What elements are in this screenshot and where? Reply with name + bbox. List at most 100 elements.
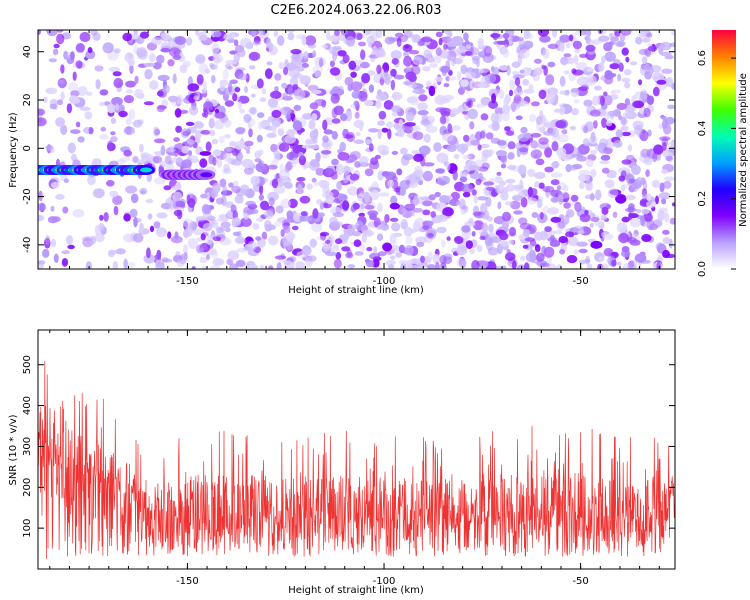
spectrogram-cell: [577, 230, 585, 235]
spectrogram-cell: [187, 237, 198, 249]
spectrogram-cell: [222, 185, 228, 196]
y-tick-label: 400: [22, 396, 33, 415]
spectrogram-cell: [274, 86, 279, 92]
spectrogram-cell: [659, 41, 672, 51]
spectrogram-cell: [398, 260, 410, 265]
spectrogram-cell: [227, 250, 240, 261]
spectrogram-cell: [453, 153, 460, 160]
spectrogram-cell: [664, 176, 675, 182]
spectrogram-cell: [200, 130, 211, 135]
spectrogram-cell: [38, 117, 47, 127]
spectrogram-cell: [70, 90, 80, 97]
spectrogram-cell: [612, 211, 618, 218]
spectrogram-cell: [58, 79, 64, 85]
spectrogram-cell: [211, 43, 220, 54]
spectrogram-cell: [248, 264, 259, 269]
spectrogram-cell: [69, 95, 79, 104]
spectrogram-cell: [648, 66, 654, 76]
spectrogram-cell: [567, 236, 579, 247]
spectrogram-cell: [243, 85, 249, 94]
spectrogram-cell: [477, 37, 484, 49]
spectrogram-cell: [216, 157, 223, 168]
spectrogram-cell: [223, 32, 236, 40]
spectrogram-cell: [508, 89, 514, 97]
spectrogram-cell: [288, 198, 298, 209]
spectrogram-cell: [113, 48, 121, 54]
spectrogram-cell: [662, 237, 671, 245]
spectrogram-cell: [85, 49, 96, 60]
spectrogram-cell: [241, 158, 254, 169]
spectrogram-cell: [325, 190, 331, 199]
spectrogram-cell: [370, 31, 379, 41]
spectrogram-cell: [566, 255, 578, 264]
spectrogram-cell: [590, 149, 597, 155]
spectrogram-cell: [237, 154, 244, 159]
spectrogram-cell: [519, 48, 531, 59]
spectrogram-cell: [136, 47, 147, 58]
spectrogram-cell: [409, 95, 420, 106]
spectrogram-cell: [395, 125, 405, 133]
spectrogram-cell: [223, 153, 232, 162]
spectrogram-cell: [364, 168, 374, 177]
spectrogram-cell: [272, 125, 277, 134]
spectrogram-cell: [571, 153, 583, 158]
spectrogram-cell: [270, 143, 278, 153]
spectrogram-cell: [550, 179, 560, 186]
spectrogram-cell: [550, 234, 555, 241]
spectrogram-cell: [403, 55, 413, 67]
spectrogram-cell: [508, 239, 515, 245]
spectrogram-cell: [256, 78, 264, 89]
spectrogram-cell: [655, 242, 665, 251]
spectrogram-cell: [457, 143, 469, 153]
spectrogram-cell: [456, 71, 462, 81]
spectrogram-cell: [189, 105, 199, 116]
spectrogram-cell: [224, 100, 234, 107]
spectrogram-cell: [183, 244, 188, 255]
spectrogram-cell: [238, 73, 248, 81]
spectrogram-frame: [37, 29, 676, 270]
spectrogram-cell: [160, 145, 166, 156]
spectrogram-cell: [502, 104, 511, 115]
spectrogram-cell: [323, 129, 333, 135]
spectrogram-cell: [480, 113, 489, 121]
spectrogram-cell: [214, 111, 226, 119]
spectrogram-cell: [427, 251, 433, 262]
spectrogram-cell: [403, 51, 410, 57]
spectrogram-cell: [198, 63, 209, 74]
spectrogram-cell: [280, 229, 285, 237]
spectrogram-cell: [123, 126, 135, 136]
spectrogram-cell: [112, 261, 119, 269]
spectrogram-cell: [136, 93, 145, 99]
spectrogram-cell: [336, 181, 343, 191]
spectrogram-cell: [632, 181, 639, 193]
spectrogram-cell: [645, 49, 651, 58]
spectrogram-cell: [165, 148, 176, 153]
spectrogram-cell: [404, 203, 416, 211]
spectrogram-cell: [520, 126, 528, 134]
spectrogram-cell: [638, 79, 643, 86]
spectrogram-cell: [377, 251, 387, 257]
spectrogram-cell: [365, 259, 375, 268]
spectrogram-cell: [223, 163, 230, 173]
spectrogram-cell: [505, 30, 515, 38]
spectrogram-cell: [410, 125, 421, 132]
spectrogram-cell: [303, 51, 309, 60]
spectrogram-cell: [349, 151, 361, 160]
spectrogram-cell: [572, 40, 582, 50]
spectrogram-cell: [400, 147, 408, 155]
spectrogram-cell: [446, 38, 453, 44]
spectrogram-cell: [287, 32, 295, 41]
spectrogram-cell: [436, 152, 448, 164]
spectrogram-cell: [667, 104, 675, 110]
spectrogram-cell: [590, 216, 600, 223]
spectrogram-cell: [360, 49, 366, 60]
spectrogram-cell: [155, 261, 165, 269]
spectrogram-cell: [463, 32, 469, 41]
spectrogram-cell: [519, 69, 525, 74]
x-tick-label: -50: [572, 576, 588, 587]
x-tick-label: -100: [373, 576, 396, 587]
spectrogram-cell: [583, 99, 593, 107]
spectrogram-cell: [111, 96, 123, 106]
spectrogram-cell: [75, 43, 85, 53]
spectrogram-cell: [543, 246, 555, 258]
